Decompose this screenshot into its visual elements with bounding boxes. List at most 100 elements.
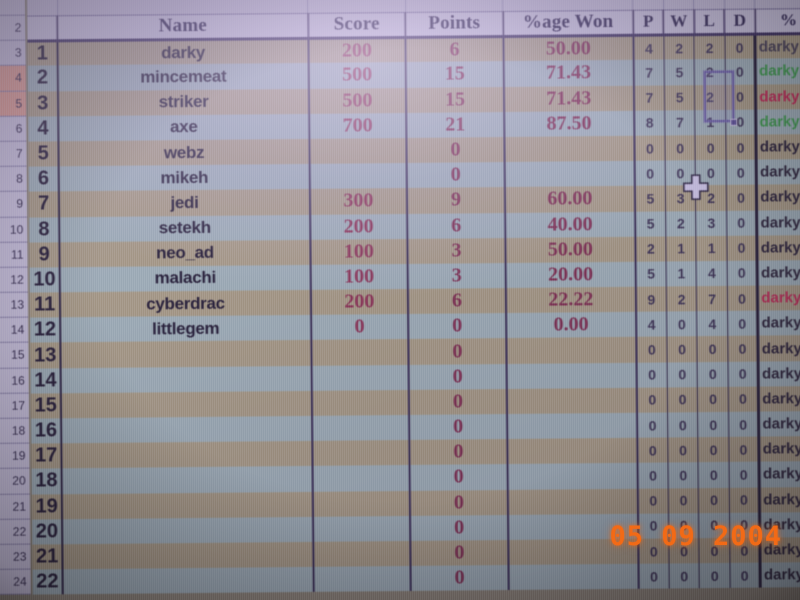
cell-name[interactable]: darky — [57, 38, 309, 66]
cell-percentage[interactable] — [504, 160, 635, 188]
cell-won[interactable]: 0 — [667, 462, 699, 489]
cell-name[interactable]: cyberdrac — [60, 289, 311, 318]
cell-name[interactable]: webz — [58, 138, 310, 167]
cell-won[interactable]: 1 — [665, 261, 697, 287]
cell-won[interactable]: 0 — [666, 361, 698, 388]
cell-drawn[interactable]: 0 — [727, 336, 759, 362]
column-header-points[interactable]: Points — [405, 11, 504, 38]
cell-played[interactable]: 4 — [633, 34, 665, 61]
cell-overflow-name[interactable]: darky — [758, 335, 800, 362]
cell-rank[interactable]: 2 — [27, 65, 59, 92]
cell-lost[interactable]: 3 — [695, 210, 727, 236]
column-header-drawn[interactable]: D — [724, 8, 756, 35]
cell-overflow-name[interactable]: darky — [756, 184, 800, 211]
cell-played[interactable]: 5 — [634, 185, 666, 212]
cell-percentage[interactable]: 40.00 — [504, 211, 636, 238]
cell-lost[interactable]: 0 — [697, 336, 728, 362]
cell-points[interactable]: 3 — [407, 262, 506, 290]
cell-lost[interactable]: 2 — [694, 59, 726, 85]
cell-points[interactable]: 0 — [408, 363, 507, 390]
cell-played[interactable]: 9 — [635, 286, 667, 313]
row-header-5[interactable]: 5 — [0, 91, 27, 117]
cell-played[interactable]: 2 — [635, 236, 666, 262]
cell-score[interactable]: 700 — [308, 112, 407, 139]
cell-won[interactable]: 0 — [666, 336, 698, 363]
cell-percentage[interactable] — [507, 437, 638, 465]
row-header-20[interactable]: 20 — [0, 468, 30, 495]
cell-score[interactable]: 300 — [309, 188, 408, 215]
cell-points[interactable]: 6 — [405, 36, 504, 63]
cell-percentage[interactable] — [504, 135, 635, 163]
cell-drawn[interactable]: 0 — [725, 134, 757, 161]
cell-rank[interactable]: 12 — [30, 317, 61, 344]
cell-played[interactable]: 0 — [637, 488, 669, 514]
cell-drawn[interactable]: 0 — [725, 84, 756, 110]
cell-points[interactable]: 0 — [408, 388, 507, 415]
cell-points[interactable]: 15 — [406, 86, 504, 113]
cell-lost[interactable]: 4 — [696, 311, 728, 337]
cell-lost[interactable]: 0 — [698, 487, 730, 513]
cell-percentage[interactable]: 0.00 — [505, 312, 637, 339]
column-header-score[interactable]: Score — [307, 11, 406, 39]
cell-played[interactable]: 0 — [634, 160, 666, 187]
cell-overflow-name[interactable]: darky — [756, 159, 800, 185]
cell-percentage[interactable] — [506, 362, 637, 389]
cell-name[interactable] — [60, 340, 312, 368]
cell-overflow-name[interactable]: darky — [755, 58, 800, 85]
row-header-6[interactable]: 6 — [0, 116, 27, 142]
column-header-won[interactable]: W — [663, 9, 695, 35]
cell-overflow-name[interactable]: darky — [758, 360, 800, 387]
row-header-21[interactable]: 21 — [0, 494, 31, 520]
row-header-9[interactable]: 9 — [0, 191, 28, 218]
cell-score[interactable]: 100 — [309, 238, 408, 265]
cell-rank[interactable]: 7 — [28, 191, 60, 218]
cell-score[interactable]: 100 — [310, 263, 409, 290]
cell-points[interactable]: 6 — [408, 288, 506, 315]
cell-lost[interactable]: 0 — [699, 537, 730, 564]
cell-lost[interactable]: 0 — [695, 160, 727, 186]
cell-name[interactable] — [61, 390, 312, 419]
cell-percentage[interactable]: 20.00 — [505, 261, 636, 289]
cell-played[interactable]: 0 — [636, 387, 668, 413]
cell-rank[interactable]: 6 — [28, 166, 60, 192]
cell-score[interactable] — [312, 465, 410, 492]
cell-drawn[interactable]: 0 — [724, 58, 756, 85]
cell-percentage[interactable] — [507, 513, 639, 540]
cell-played[interactable]: 0 — [636, 412, 668, 438]
cell-overflow-name[interactable]: darky — [757, 310, 800, 337]
cell-percentage[interactable]: 50.00 — [503, 34, 634, 62]
cell-rank[interactable]: 1 — [27, 40, 59, 66]
row-header-12[interactable]: 12 — [0, 267, 28, 294]
cell-name[interactable] — [61, 415, 312, 444]
cell-percentage[interactable]: 71.43 — [503, 60, 634, 87]
cell-name[interactable] — [62, 516, 313, 545]
cell-name[interactable] — [62, 491, 313, 520]
cell-rank[interactable]: 20 — [32, 519, 63, 545]
cell-name[interactable]: mikeh — [59, 164, 310, 192]
cell-rank[interactable]: 5 — [28, 141, 60, 167]
cell-points[interactable]: 0 — [410, 514, 509, 541]
cell-played[interactable]: 5 — [635, 261, 667, 287]
cell-name[interactable]: striker — [58, 88, 309, 117]
cell-won[interactable]: 0 — [668, 563, 700, 589]
cell-score[interactable] — [312, 515, 411, 542]
row-header-19[interactable]: 19 — [0, 443, 30, 470]
cell-won[interactable]: 0 — [668, 538, 700, 564]
cell-played[interactable]: 7 — [633, 85, 665, 111]
cell-overflow-name[interactable]: darky — [756, 133, 800, 160]
cell-points[interactable]: 0 — [410, 565, 509, 592]
cell-name[interactable]: mincemeat — [58, 63, 309, 91]
cell-rank[interactable]: 3 — [27, 90, 59, 117]
cell-name[interactable] — [62, 541, 314, 570]
cell-drawn[interactable]: 0 — [728, 436, 760, 463]
cell-overflow-name[interactable]: darky — [755, 33, 800, 59]
cell-played[interactable]: 8 — [634, 110, 665, 136]
cell-percentage[interactable] — [506, 387, 637, 415]
cell-percentage[interactable] — [508, 563, 639, 591]
cell-rank[interactable]: 10 — [29, 267, 61, 293]
cell-played[interactable]: 4 — [635, 311, 667, 338]
cell-name[interactable] — [61, 365, 312, 394]
cell-score[interactable] — [311, 389, 410, 416]
cell-drawn[interactable]: 0 — [725, 109, 757, 135]
cell-points[interactable]: 0 — [410, 539, 509, 567]
